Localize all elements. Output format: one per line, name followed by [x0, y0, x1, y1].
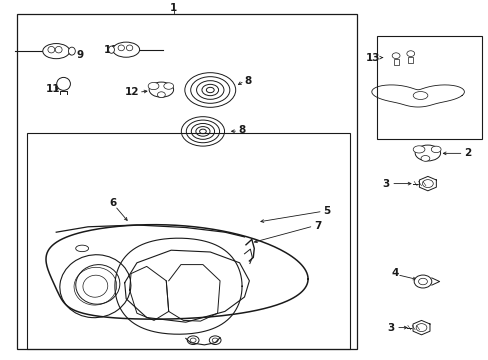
- Ellipse shape: [112, 42, 140, 57]
- Text: 3: 3: [382, 179, 389, 189]
- Ellipse shape: [149, 82, 173, 97]
- Text: 11: 11: [45, 84, 60, 94]
- Ellipse shape: [57, 77, 70, 90]
- Text: 1: 1: [170, 3, 177, 13]
- Ellipse shape: [126, 45, 132, 51]
- Text: 13: 13: [365, 53, 379, 63]
- Ellipse shape: [430, 146, 440, 153]
- Polygon shape: [412, 320, 429, 335]
- Polygon shape: [419, 176, 435, 191]
- Ellipse shape: [43, 44, 70, 59]
- Ellipse shape: [414, 145, 440, 161]
- Bar: [376, 36, 481, 139]
- Bar: [407, 57, 412, 63]
- Text: 8: 8: [244, 76, 251, 86]
- Text: 7: 7: [313, 221, 321, 231]
- Bar: [17, 14, 356, 349]
- Text: 4: 4: [390, 268, 398, 278]
- Ellipse shape: [55, 46, 62, 53]
- Text: 12: 12: [124, 87, 139, 97]
- Text: 8: 8: [238, 125, 245, 135]
- Text: 6: 6: [110, 198, 117, 208]
- Text: 2: 2: [464, 148, 470, 158]
- Text: 9: 9: [76, 50, 83, 60]
- Ellipse shape: [68, 47, 75, 55]
- Ellipse shape: [118, 45, 124, 51]
- Ellipse shape: [157, 92, 165, 98]
- Ellipse shape: [163, 83, 173, 89]
- Ellipse shape: [48, 46, 55, 53]
- Circle shape: [413, 275, 431, 288]
- Text: 3: 3: [387, 323, 394, 333]
- Bar: [393, 59, 398, 65]
- Ellipse shape: [148, 82, 159, 90]
- Ellipse shape: [108, 46, 114, 53]
- Ellipse shape: [420, 156, 429, 161]
- Bar: [27, 133, 349, 349]
- Ellipse shape: [412, 146, 424, 153]
- Text: 5: 5: [323, 206, 329, 216]
- Text: 10: 10: [104, 45, 119, 55]
